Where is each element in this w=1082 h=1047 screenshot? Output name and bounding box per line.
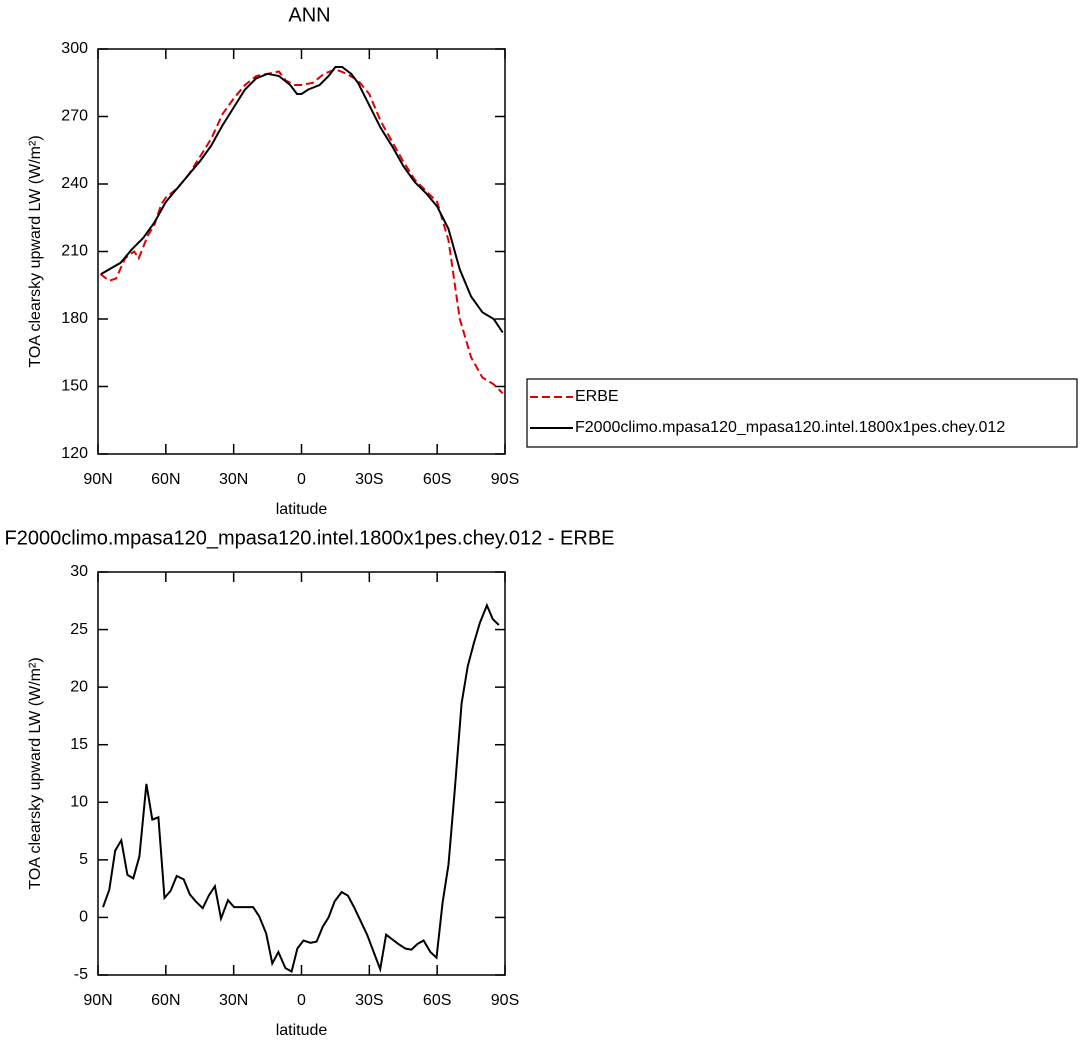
y-tick-label: 300 xyxy=(61,40,88,57)
y-tick-label: 15 xyxy=(70,736,88,753)
y-axis-label: TOA clearsky upward LW (W/m²) xyxy=(27,135,44,367)
y-tick-label: 240 xyxy=(61,175,88,192)
y-tick-label: -5 xyxy=(74,966,88,983)
legend-label: ERBE xyxy=(575,388,619,405)
x-tick-label: 30N xyxy=(219,992,248,1009)
data-line xyxy=(99,68,504,395)
x-tick-label: 60N xyxy=(151,471,180,488)
x-tick-label: 60S xyxy=(423,471,451,488)
x-tick-label: 90S xyxy=(491,992,519,1009)
y-tick-label: 20 xyxy=(70,678,88,695)
x-tick-label: 90N xyxy=(83,992,112,1009)
x-tick-label: 0 xyxy=(297,471,306,488)
y-axis-label: TOA clearsky upward LW (W/m²) xyxy=(27,657,44,889)
y-tick-label: 25 xyxy=(70,621,88,638)
y-tick-label: 120 xyxy=(61,445,88,462)
x-tick-label: 60S xyxy=(423,992,451,1009)
x-tick-label: 0 xyxy=(297,992,306,1009)
x-tick-label: 90N xyxy=(83,471,112,488)
y-tick-label: 30 xyxy=(70,563,88,580)
y-tick-label: 0 xyxy=(79,909,88,926)
chart-title: F2000climo.mpasa120_mpasa120.intel.1800x… xyxy=(5,527,615,549)
x-tick-label: 30S xyxy=(355,471,383,488)
x-tick-label: 60N xyxy=(151,992,180,1009)
x-tick-label: 90S xyxy=(491,471,519,488)
y-tick-label: 270 xyxy=(61,108,88,125)
chart-title: ANN xyxy=(288,4,330,26)
y-tick-label: 180 xyxy=(61,310,88,327)
legend-label: F2000climo.mpasa120_mpasa120.intel.1800x… xyxy=(575,419,1005,436)
x-tick-label: 30N xyxy=(219,471,248,488)
x-axis-label: latitude xyxy=(276,501,328,518)
plot-frame xyxy=(97,48,506,455)
x-axis-label: latitude xyxy=(276,1022,328,1039)
data-line xyxy=(102,602,500,973)
x-tick-label: 30S xyxy=(355,992,383,1009)
y-tick-label: 210 xyxy=(61,243,88,260)
y-tick-label: 150 xyxy=(61,378,88,395)
data-line xyxy=(100,66,504,334)
y-tick-label: 5 xyxy=(79,851,88,868)
y-tick-label: 10 xyxy=(70,794,88,811)
legend-frame xyxy=(526,378,1078,448)
plot-frame xyxy=(97,571,506,976)
